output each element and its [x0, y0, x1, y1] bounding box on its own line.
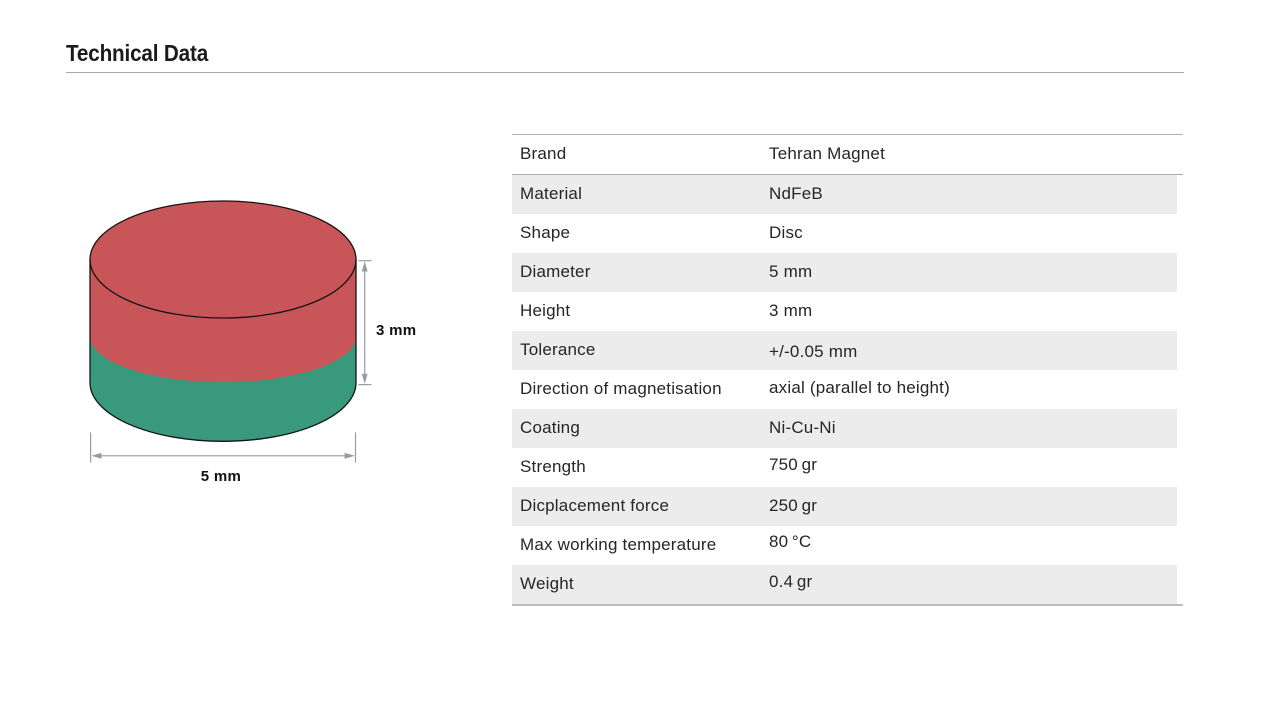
svg-text:3 mm: 3 mm	[376, 322, 416, 339]
svg-text:5 mm: 5 mm	[201, 468, 241, 485]
